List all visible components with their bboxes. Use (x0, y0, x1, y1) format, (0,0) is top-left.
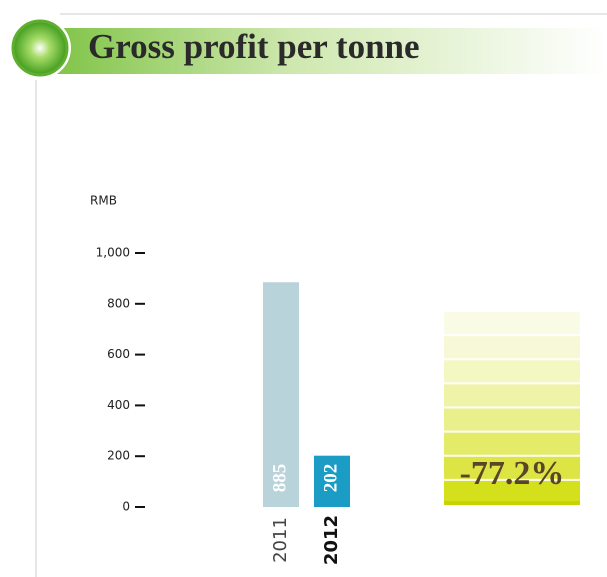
stripe (444, 408, 580, 431)
stripe (444, 480, 580, 503)
stripe (444, 432, 580, 455)
x-tick-label: 2012 (321, 515, 342, 565)
bar (263, 282, 299, 507)
value-label: 885 (269, 464, 290, 493)
y-tick-label: 1,000 (96, 246, 130, 260)
stripe (444, 384, 580, 407)
stripe-base (444, 501, 580, 505)
value-label: 202 (320, 464, 341, 493)
change-box (444, 312, 580, 505)
title-banner (40, 28, 607, 74)
y-tick-label: 200 (107, 449, 130, 463)
y-tick-label: 600 (107, 347, 130, 361)
icon (11, 19, 69, 77)
x-tick-label: 2011 (270, 517, 291, 563)
y-axis-label: RMB (90, 194, 117, 208)
y-tick-label: 0 (122, 500, 130, 514)
chart-title: Gross profit per tonne (88, 27, 420, 66)
stripe (444, 360, 580, 383)
stripe (444, 456, 580, 479)
y-tick-label: 400 (107, 398, 130, 412)
y-tick-label: 800 (107, 296, 130, 310)
change-annotation: -77.2% (460, 455, 565, 492)
bar (314, 455, 350, 507)
stripe (444, 312, 580, 335)
stripe (444, 336, 580, 359)
